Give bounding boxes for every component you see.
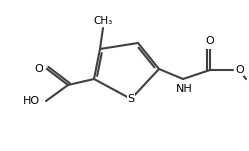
Text: O: O: [235, 65, 244, 75]
Text: CH₃: CH₃: [93, 16, 113, 26]
Text: HO: HO: [23, 96, 40, 106]
Text: S: S: [127, 94, 134, 104]
Text: O: O: [206, 36, 214, 46]
Text: O: O: [34, 64, 43, 74]
Text: NH: NH: [176, 84, 192, 94]
